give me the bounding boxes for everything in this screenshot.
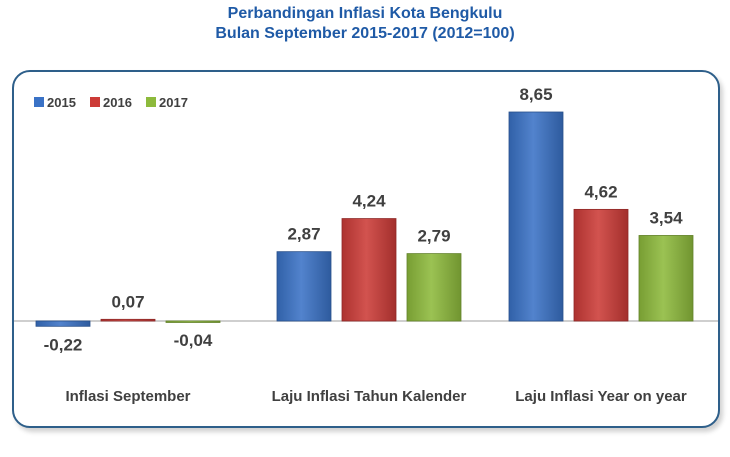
bar-2015-1 bbox=[35, 320, 91, 327]
bar-labels: -0,22 2,87 8,65 0,07 4,24 4,62 -0,04 2,79 3,54 bbox=[44, 85, 683, 354]
bar-2016-3 bbox=[573, 208, 629, 322]
bars bbox=[35, 111, 694, 327]
legend-swatch-2016 bbox=[90, 97, 100, 107]
bar-label-2015-3: 8,65 bbox=[519, 85, 552, 104]
bar-2015-2 bbox=[276, 251, 332, 322]
chart-title-line2: Bulan September 2015-2017 (2012=100) bbox=[215, 25, 515, 42]
legend-label-2016: 2016 bbox=[103, 95, 132, 110]
bar-label-2015-2: 2,87 bbox=[287, 225, 320, 244]
bar-2017-3 bbox=[638, 235, 694, 322]
bar-label-2016-2: 4,24 bbox=[352, 192, 386, 211]
legend: 2015 2016 2017 bbox=[34, 95, 188, 110]
chart-title-line1: Perbandingan Inflasi Kota Bengkulu bbox=[227, 5, 503, 22]
bar-label-2015-1: -0,22 bbox=[44, 335, 83, 354]
category-label-3: Laju Inflasi Year on year bbox=[515, 388, 687, 405]
bar-2017-1 bbox=[165, 320, 221, 323]
bar-label-2017-2: 2,79 bbox=[417, 227, 450, 246]
bar-2016-2 bbox=[341, 218, 397, 322]
legend-label-2017: 2017 bbox=[159, 95, 188, 110]
category-labels: Inflasi September Laju Inflasi Tahun Kale… bbox=[65, 388, 686, 405]
legend-swatch-2015 bbox=[34, 97, 44, 107]
bar-label-2017-1: -0,04 bbox=[174, 331, 213, 350]
bar-label-2016-3: 4,62 bbox=[584, 182, 617, 201]
chart-title: Perbandingan Inflasi Kota Bengkulu Bulan… bbox=[0, 4, 730, 44]
legend-swatch-2017 bbox=[146, 97, 156, 107]
legend-label-2015: 2015 bbox=[47, 95, 76, 110]
category-label-1: Inflasi September bbox=[65, 388, 190, 405]
bar-label-2016-1: 0,07 bbox=[111, 292, 144, 311]
category-label-2: Laju Inflasi Tahun Kalender bbox=[272, 388, 467, 405]
bar-2015-3 bbox=[508, 111, 564, 322]
bar-2016-1 bbox=[100, 318, 156, 322]
bar-label-2017-3: 3,54 bbox=[649, 208, 683, 227]
bar-2017-2 bbox=[406, 253, 462, 322]
